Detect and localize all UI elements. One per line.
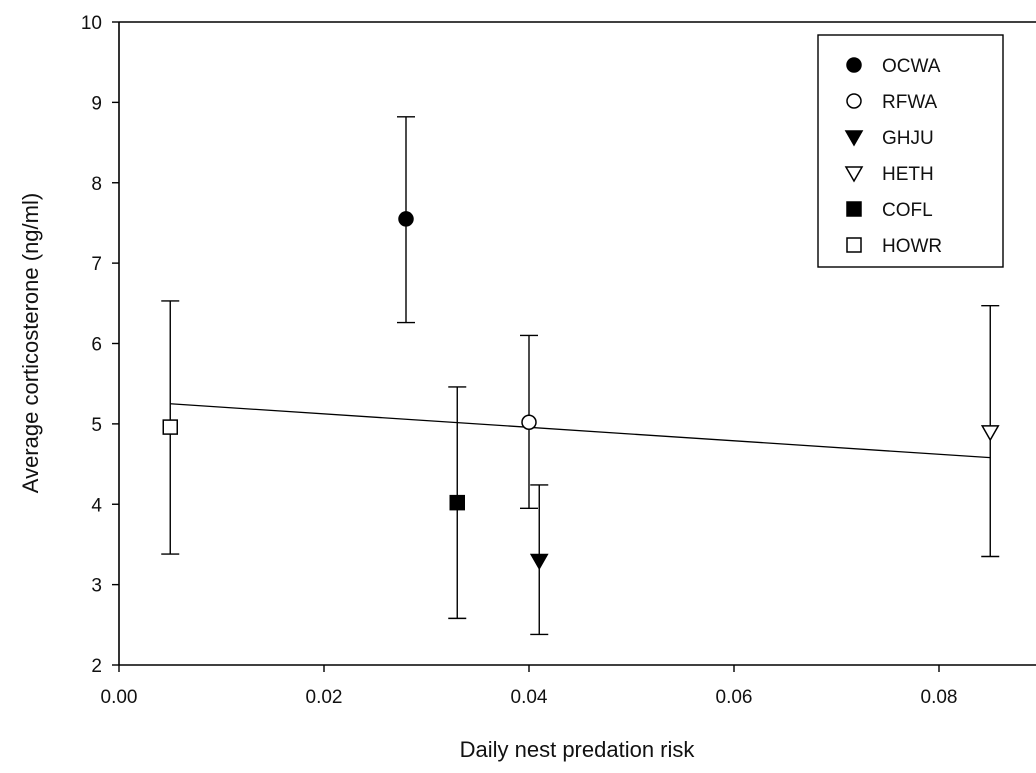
y-tick-label: 10 <box>81 13 102 34</box>
y-tick-label: 2 <box>91 656 102 677</box>
regression-line <box>170 403 991 459</box>
y-tick-label: 6 <box>91 335 102 356</box>
legend-marker-rfwa <box>846 93 862 109</box>
legend-marker-howr <box>846 237 862 253</box>
legend-label-ghju: GHJU <box>882 128 934 149</box>
x-tick-label: 0.00 <box>101 687 138 708</box>
point-ocwa <box>398 211 414 227</box>
y-tick-label: 7 <box>91 254 102 275</box>
y-tick-label: 3 <box>91 576 102 597</box>
legend-label-rfwa: RFWA <box>882 92 938 113</box>
legend-marker-ocwa <box>846 57 862 73</box>
x-tick-label: 0.06 <box>716 687 753 708</box>
legend-box <box>817 34 1004 268</box>
legend-marker-ghju <box>844 130 864 147</box>
y-tick-label: 8 <box>91 174 102 195</box>
point-heth <box>980 425 1000 442</box>
legend-label-ocwa: OCWA <box>882 56 941 77</box>
x-tick-label: 0.02 <box>306 687 343 708</box>
legend-label-heth: HETH <box>882 164 934 185</box>
y-tick-label: 5 <box>91 415 102 436</box>
point-cofl <box>449 494 465 511</box>
legend-label-cofl: COFL <box>882 200 933 221</box>
y-axis-title: Average corticosterone (ng/ml) <box>18 193 43 493</box>
legend-label-howr: HOWR <box>882 236 942 257</box>
y-tick-label: 4 <box>91 495 102 516</box>
point-ghju <box>529 553 549 571</box>
legend-marker-cofl <box>846 201 862 217</box>
x-tick-label: 0.04 <box>511 687 548 708</box>
point-howr <box>162 419 178 435</box>
legend-marker-heth <box>844 166 864 183</box>
point-rfwa <box>521 414 537 431</box>
x-axis-title: Daily nest predation risk <box>460 737 696 762</box>
y-tick-label: 9 <box>91 93 102 114</box>
x-tick-label: 0.08 <box>921 687 958 708</box>
